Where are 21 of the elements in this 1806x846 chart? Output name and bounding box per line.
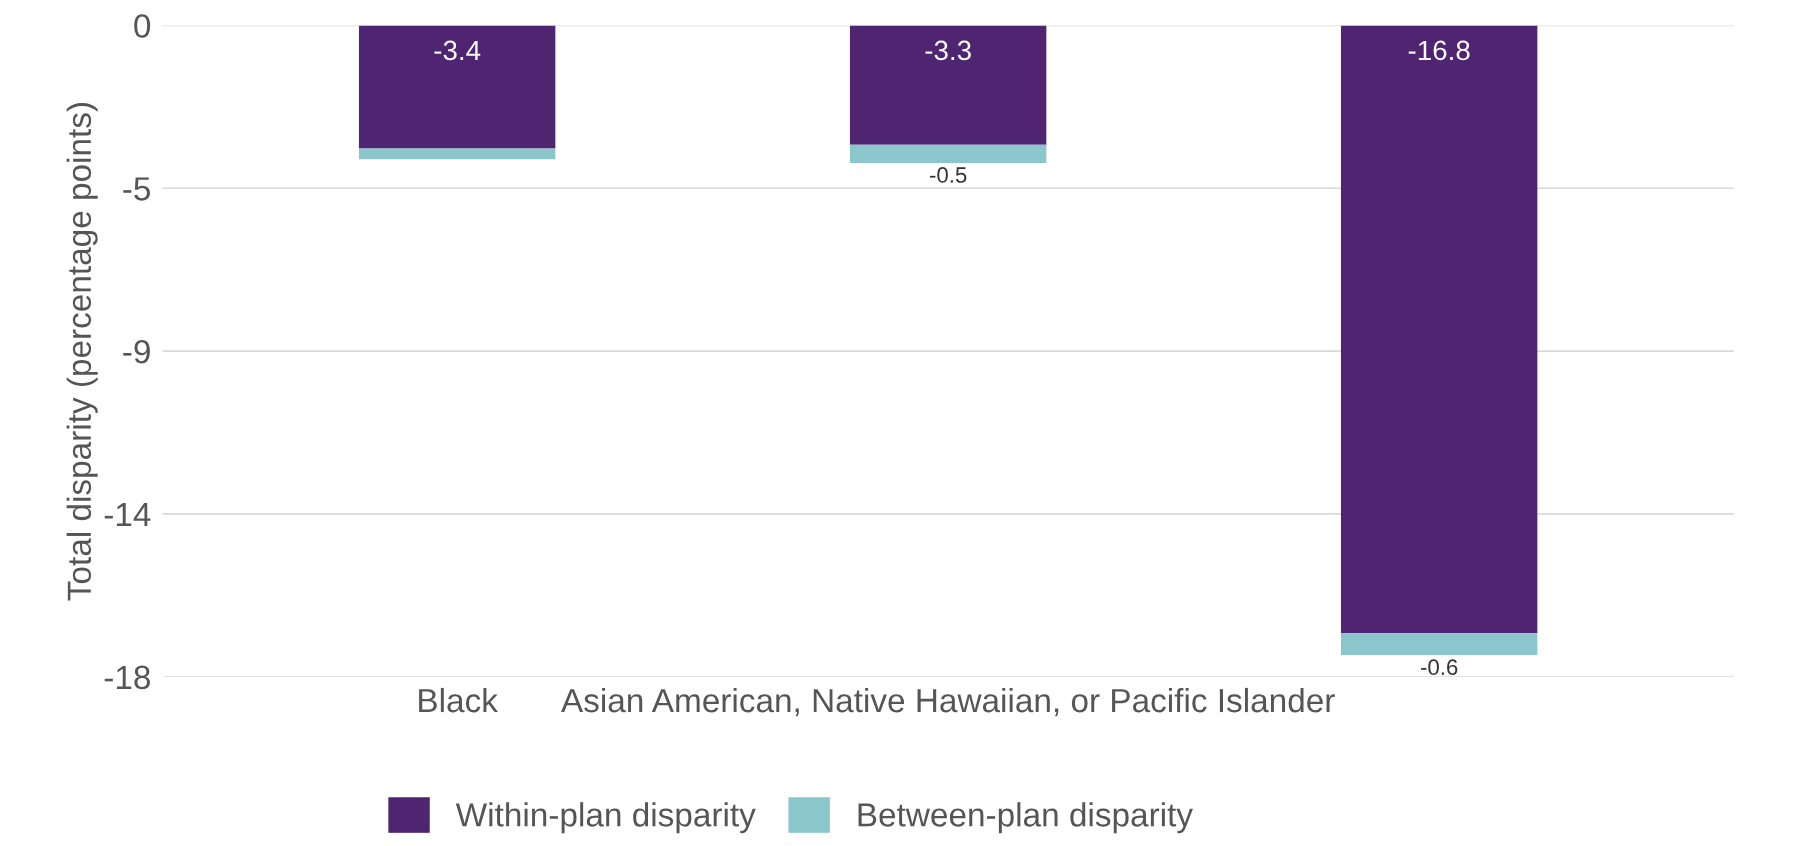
x-tick-label: Asian American, Native Hawaiian, or Pacific Islander	[561, 687, 1335, 717]
bar	[1340, 633, 1538, 656]
legend-label: Within-plan disparity	[455, 802, 756, 834]
bar	[849, 144, 1047, 163]
y-tick-label: 0	[134, 14, 151, 38]
bar	[849, 25, 1047, 145]
data-label: -16.8	[1408, 40, 1470, 61]
data-label: -0.5	[929, 167, 967, 183]
bar	[358, 148, 556, 160]
data-label: -3.4	[434, 40, 481, 61]
y-tick-label: -18	[104, 665, 150, 690]
y-tick-label: -5	[123, 177, 151, 201]
data-label: -3.3	[925, 40, 971, 61]
y-axis-title: Total disparity (percentage points)	[66, 103, 98, 601]
data-label: -0.6	[1421, 659, 1458, 676]
y-tick-label: -9	[123, 339, 150, 364]
x-tick-label: Black	[419, 687, 498, 713]
bar	[1340, 25, 1538, 634]
y-tick-label: -14	[104, 503, 151, 527]
legend-label: Between-plan disparity	[858, 802, 1193, 834]
bar	[358, 25, 556, 149]
